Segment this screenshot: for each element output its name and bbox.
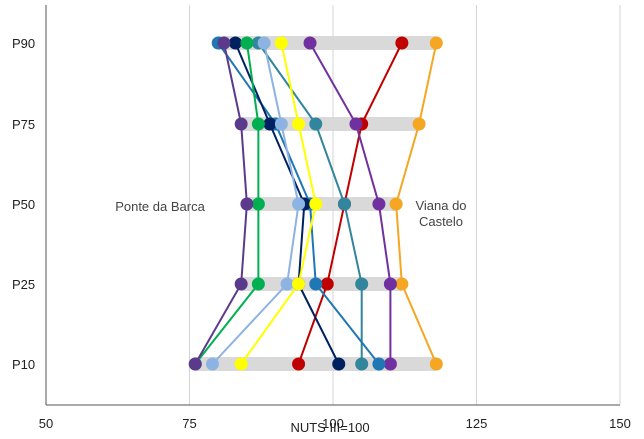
- data-point: [251, 197, 265, 211]
- data-point: [251, 117, 265, 131]
- y-tick-label: P75: [12, 117, 35, 132]
- data-point: [280, 277, 294, 291]
- data-point: [309, 197, 323, 211]
- data-point: [383, 357, 397, 371]
- data-point: [355, 357, 369, 371]
- data-point: [292, 117, 306, 131]
- data-point: [217, 36, 231, 50]
- data-point: [205, 357, 219, 371]
- series: [188, 36, 443, 371]
- data-point: [372, 357, 386, 371]
- data-point: [274, 117, 288, 131]
- data-point: [412, 117, 426, 131]
- data-point: [309, 117, 323, 131]
- data-point: [234, 277, 248, 291]
- data-point: [228, 36, 242, 50]
- data-point: [292, 197, 306, 211]
- y-tick-label: P10: [12, 357, 35, 372]
- data-point: [383, 277, 397, 291]
- data-point: [395, 36, 409, 50]
- annotation-viana-do-castelo: Viana do Castelo: [415, 198, 466, 229]
- data-point: [389, 197, 403, 211]
- data-point: [257, 36, 271, 50]
- grid-layer: [189, 5, 621, 405]
- x-tick-label: 125: [466, 416, 488, 431]
- data-point: [234, 357, 248, 371]
- data-point: [292, 357, 306, 371]
- series-points: [188, 36, 443, 371]
- data-point: [395, 277, 409, 291]
- data-point: [188, 357, 202, 371]
- y-tick-label: P25: [12, 277, 35, 292]
- data-point: [303, 36, 317, 50]
- x-tick-label: 50: [39, 416, 53, 431]
- y-tick-label: P90: [12, 36, 35, 51]
- axes: [45, 5, 620, 406]
- x-axis-label: NUTS III=100: [290, 420, 369, 435]
- data-point: [240, 197, 254, 211]
- data-point: [240, 36, 254, 50]
- data-point: [332, 357, 346, 371]
- data-point: [263, 117, 277, 131]
- data-point: [309, 277, 323, 291]
- data-point: [355, 277, 369, 291]
- y-tick-label: P50: [12, 197, 35, 212]
- x-tick-label: 150: [609, 416, 631, 431]
- data-point: [429, 357, 443, 371]
- data-point: [234, 117, 248, 131]
- data-point: [320, 277, 334, 291]
- data-point: [349, 117, 363, 131]
- data-point: [372, 197, 386, 211]
- data-point: [274, 36, 288, 50]
- x-tick-label: 75: [182, 416, 196, 431]
- data-point: [429, 36, 443, 50]
- data-point: [251, 277, 265, 291]
- data-point: [292, 277, 306, 291]
- x-tick-label: 100: [322, 416, 344, 431]
- annotation-ponte-da-barca: Ponte da Barca: [115, 199, 205, 214]
- data-point: [337, 197, 351, 211]
- labels: NUTS III=100 Ponte da Barca Viana do Cast…: [12, 36, 631, 435]
